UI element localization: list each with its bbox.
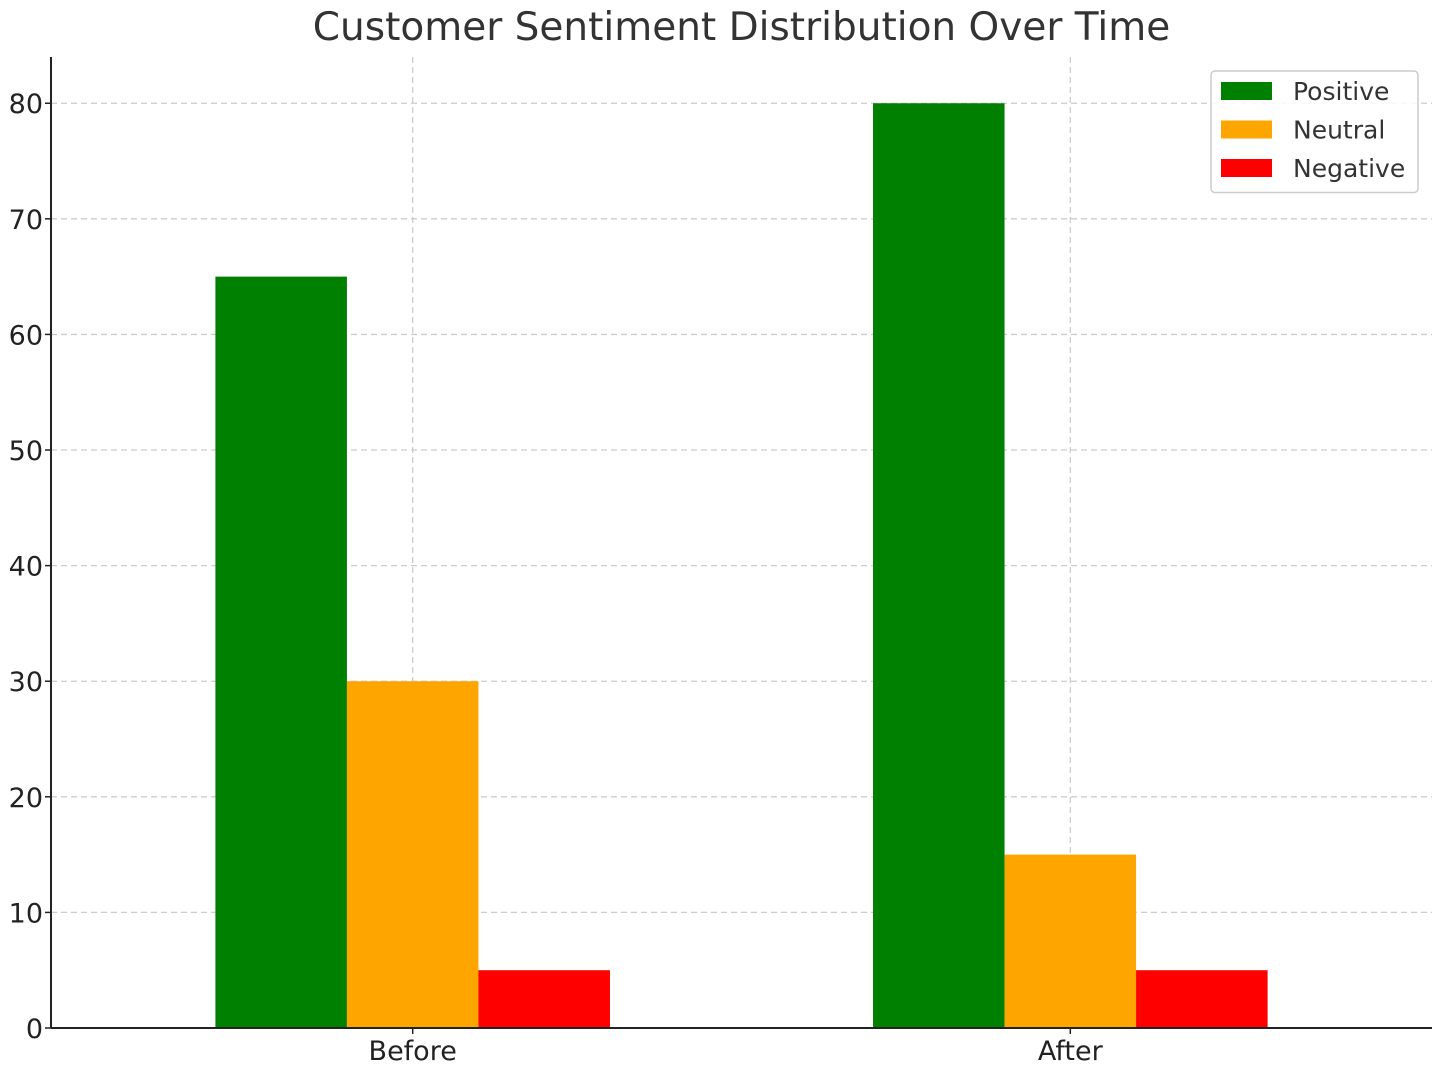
y-tick-label: 40 <box>9 552 43 583</box>
legend-label-negative: Negative <box>1293 154 1405 183</box>
y-tick-label: 30 <box>9 667 43 698</box>
legend-swatch-neutral <box>1221 120 1272 139</box>
y-tick-label: 50 <box>9 436 43 467</box>
legend-label-positive: Positive <box>1293 77 1389 106</box>
bar-neutral-before <box>346 681 479 1028</box>
x-tick-label: After <box>1038 1036 1104 1067</box>
bar-negative-before <box>478 970 610 1028</box>
bar-neutral-after <box>1004 854 1137 1028</box>
y-tick-label: 60 <box>9 320 43 351</box>
bar-positive-after <box>873 103 1005 1028</box>
legend-swatch-positive <box>1221 82 1272 100</box>
y-tick-label: 20 <box>9 783 43 814</box>
y-tick-label: 10 <box>9 898 43 929</box>
x-tick-labels: Before After <box>369 1028 1104 1067</box>
bar-positive-before <box>215 276 347 1028</box>
y-tick-label: 0 <box>26 1014 43 1045</box>
legend: Positive Neutral Negative <box>1210 70 1419 194</box>
y-tick-labels: 0 10 20 30 40 50 60 70 80 <box>9 89 51 1045</box>
y-tick-label: 80 <box>9 89 43 120</box>
bars <box>215 103 1268 1028</box>
x-tick-label: Before <box>369 1036 457 1067</box>
legend-label-neutral: Neutral <box>1293 116 1385 145</box>
y-tick-label: 70 <box>9 205 43 236</box>
chart-title: Customer Sentiment Distribution Over Tim… <box>313 5 1170 50</box>
legend-swatch-negative <box>1221 159 1272 177</box>
bar-negative-after <box>1136 970 1268 1028</box>
